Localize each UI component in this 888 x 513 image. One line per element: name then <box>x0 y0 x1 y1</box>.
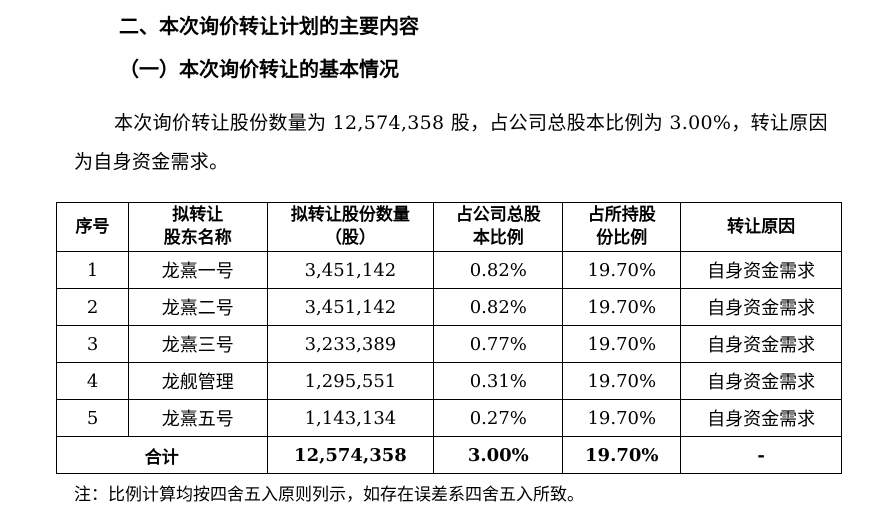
subsection-title: （一）本次询价转让的基本情况 <box>119 57 399 81</box>
cell-total-ratio: 0.31% <box>433 362 564 400</box>
header-holder-line2: 股东名称 <box>163 228 232 248</box>
cell-held-ratio: 19.70% <box>562 251 682 289</box>
cell-holder: 龙熹三号 <box>128 325 268 363</box>
total-label: 合计 <box>56 436 268 474</box>
cell-reason: 自身资金需求 <box>680 325 842 363</box>
total-reason: - <box>680 436 842 474</box>
header-total-ratio-line2: 本比例 <box>472 228 524 248</box>
cell-shares: 3,451,142 <box>266 288 435 326</box>
header-seq: 序号 <box>55 202 130 252</box>
section-title: 二、本次询价转让计划的主要内容 <box>119 14 419 38</box>
header-total-ratio: 占公司总股 本比例 <box>433 202 564 252</box>
table-total-row: 合计 12,574,358 3.00% 19.70% - <box>56 436 842 474</box>
cell-shares: 3,233,389 <box>266 325 435 363</box>
cell-holder: 龙熹一号 <box>128 251 268 289</box>
total-shares: 12,574,358 <box>266 436 435 474</box>
table-row: 4 龙舰管理 1,295,551 0.31% 19.70% 自身资金需求 <box>55 362 842 400</box>
cell-shares: 1,143,134 <box>266 399 435 437</box>
table-header-row: 序号 拟转让股东名称 拟转让股份数量 （股） 占公司总股本比例 占所持股份比例 转… <box>55 202 842 252</box>
header-total-ratio-line1: 占公司总股 <box>455 205 541 225</box>
table-row: 3 龙熹三号 3,233,389 0.77% 19.70% 自身资金需求 <box>55 325 842 363</box>
header-shares: 拟转让股份数量 （股） <box>266 202 435 252</box>
cell-seq: 1 <box>55 251 130 289</box>
cell-holder: 龙熹二号 <box>128 288 268 326</box>
header-reason: 转让原因 <box>680 202 842 252</box>
cell-held-ratio: 19.70% <box>562 362 682 400</box>
cell-holder: 龙舰管理 <box>128 362 268 400</box>
header-held-ratio-line1: 占所持股 <box>587 205 656 225</box>
header-held-ratio-line2: 份比例 <box>596 228 648 248</box>
cell-seq: 3 <box>55 325 130 363</box>
intro-paragraph: 本次询价转让股份数量为 12,574,358 股，占公司总股本比例为 3.00%… <box>74 112 828 173</box>
header-shares-line2: （股） <box>324 228 376 248</box>
cell-held-ratio: 19.70% <box>562 399 682 437</box>
header-held-ratio: 占所持股 份比例 <box>562 202 682 252</box>
header-holder: 拟转让 股东名称 <box>128 202 268 252</box>
header-shares-line1: 拟转让股份数量 <box>290 205 410 225</box>
cell-shares: 3,451,142 <box>266 251 435 289</box>
table-row: 1 龙熹一号 3,451,142 0.82% 19.70% 自身资金需求 <box>55 251 842 289</box>
cell-total-ratio: 0.82% <box>433 251 564 289</box>
cell-reason: 自身资金需求 <box>680 362 842 400</box>
total-total-ratio: 3.00% <box>433 436 564 474</box>
footnote: 注：比例计算均按四舍五入原则列示，如存在误差系四舍五入所致。 <box>74 485 584 505</box>
cell-seq: 2 <box>55 288 130 326</box>
cell-holder: 龙熹五号 <box>128 399 268 437</box>
transfer-table: 序号 拟转让股东名称 拟转让股份数量 （股） 占公司总股本比例 占所持股份比例 转… <box>55 202 842 474</box>
cell-reason: 自身资金需求 <box>680 288 842 326</box>
cell-reason: 自身资金需求 <box>680 251 842 289</box>
total-held-ratio: 19.70% <box>562 436 682 474</box>
cell-total-ratio: 0.27% <box>433 399 564 437</box>
cell-held-ratio: 19.70% <box>562 325 682 363</box>
table-row: 5 龙熹五号 1,143,134 0.27% 19.70% 自身资金需求 <box>55 399 842 437</box>
cell-seq: 5 <box>55 399 130 437</box>
header-holder-line1: 拟转让 <box>172 205 224 225</box>
cell-shares: 1,295,551 <box>266 362 435 400</box>
table-row: 2 龙熹二号 3,451,142 0.82% 19.70% 自身资金需求 <box>55 288 842 326</box>
cell-seq: 4 <box>55 362 130 400</box>
cell-total-ratio: 0.77% <box>433 325 564 363</box>
cell-reason: 自身资金需求 <box>680 399 842 437</box>
cell-total-ratio: 0.82% <box>433 288 564 326</box>
cell-held-ratio: 19.70% <box>562 288 682 326</box>
